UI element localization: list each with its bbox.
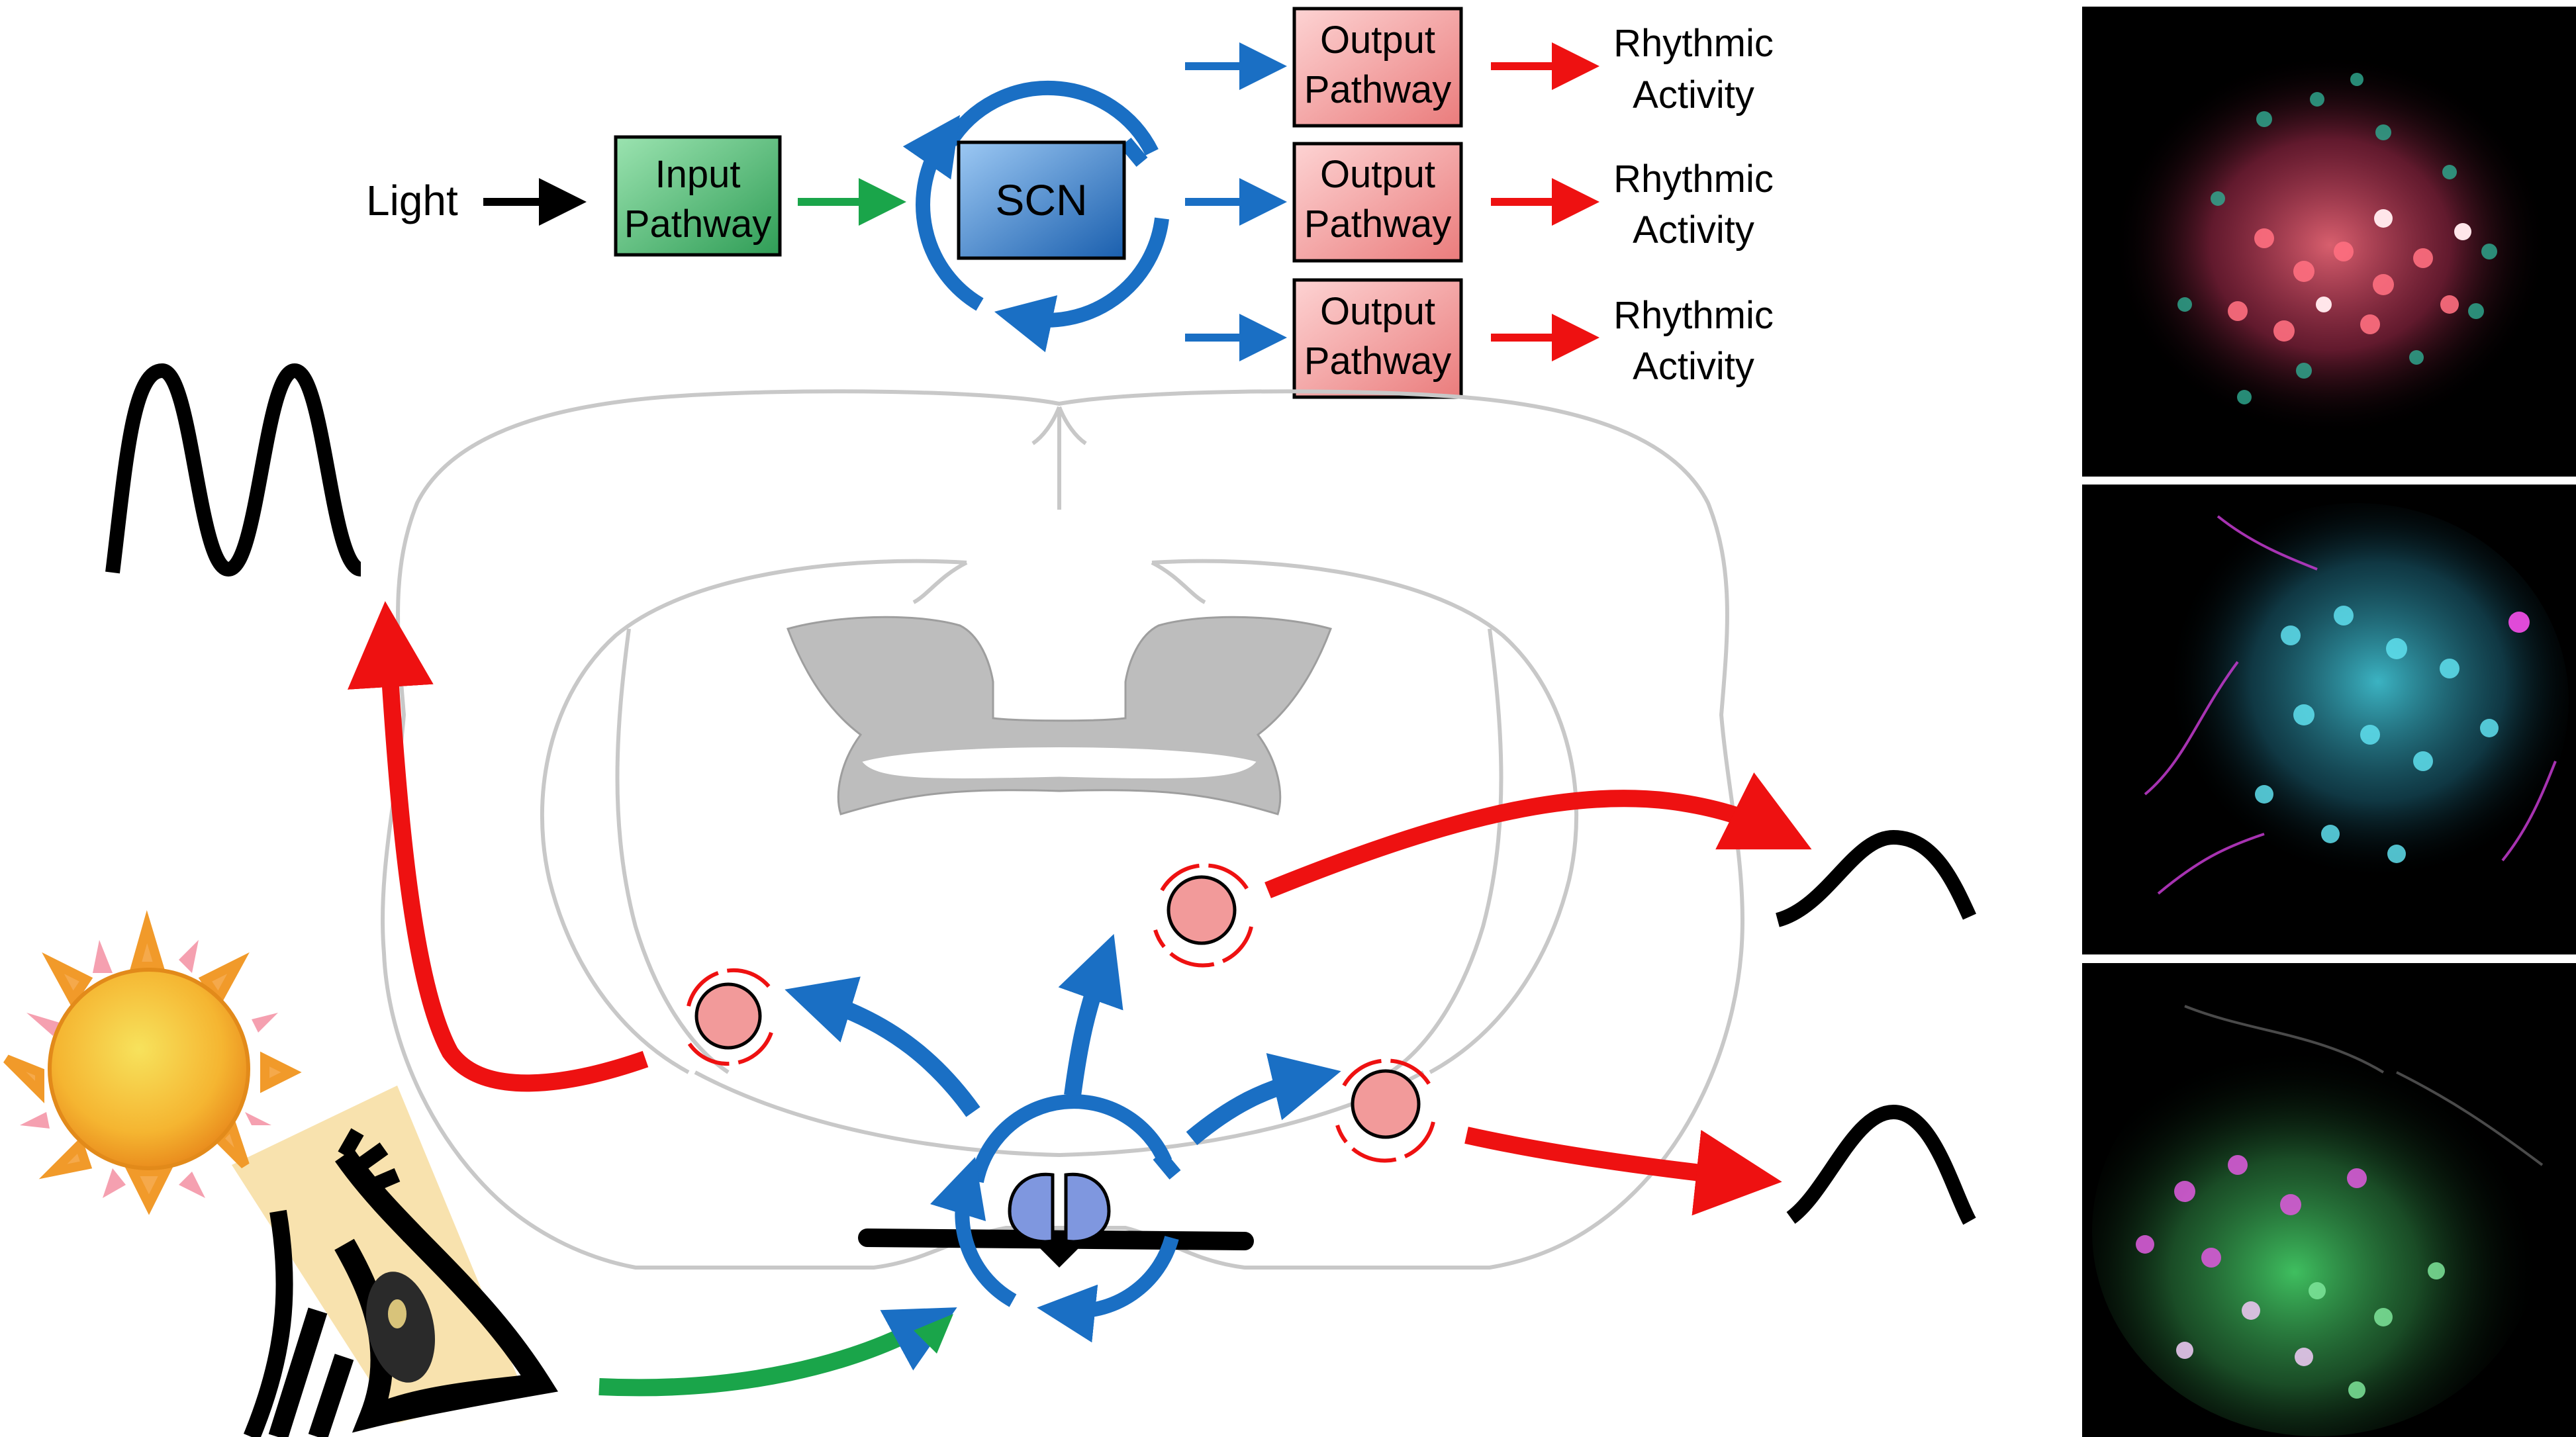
result-1-line2: Activity [1633,73,1754,116]
slow-rhythm-waveform-lower [1786,1104,1976,1225]
input-pathway-box: Input Pathway [614,135,782,257]
output-3-line1: Output [1320,290,1435,333]
chiasm-notch [1033,1241,1086,1268]
brain-coronal-outline [380,389,1745,1270]
input-line2: Pathway [624,203,771,246]
micrograph-panel-1 [2082,7,2576,477]
retinal-input-arrow [598,1307,957,1397]
scn-label: SCN [995,175,1087,224]
output-2-line2: Pathway [1304,203,1451,246]
oscillator-node-left [687,968,773,1066]
lateral-ventricles [787,616,1332,815]
result-1-line1: Rhythmic [1613,22,1774,65]
slow-rhythm-waveform-upper [1775,829,1977,927]
flow-diagram: Light Input Pathway SCN Output Pathway R… [366,7,1774,399]
result-3-line1: Rhythmic [1613,294,1774,337]
light-label: Light [366,177,458,224]
fast-rhythm-waveform [105,363,363,577]
micrograph-panel-3 [2082,963,2576,1437]
scn-nucleus-right [1064,1172,1111,1244]
sun-icon [3,909,523,1423]
result-3-line2: Activity [1633,345,1754,388]
result-2-line2: Activity [1633,209,1754,252]
input-line1: Input [655,153,741,196]
central-scn-cycle [930,1094,1181,1343]
output-1-line2: Pathway [1304,68,1451,111]
scn-output-arrows [785,934,1341,1145]
scn-cycle: SCN [902,80,1169,353]
retinal-arrowhead [914,1314,953,1354]
eye-icon [243,1128,558,1437]
result-2-line1: Rhythmic [1613,158,1774,201]
output-row-1: Output Pathway Rhythmic Activity [1185,7,1774,128]
rhythmic-output-arrows [347,601,1812,1216]
output-2-line1: Output [1320,153,1435,196]
oscillator-node-right [1335,1058,1435,1163]
micrograph-panel-2 [2082,485,2576,954]
oscillator-node-upper [1153,863,1253,968]
optic-chiasm [858,1228,1254,1250]
scn-nucleus-left [1008,1172,1055,1244]
output-3-line2: Pathway [1304,340,1451,383]
output-row-2: Output Pathway Rhythmic Activity [1185,142,1774,263]
output-1-line1: Output [1320,19,1435,62]
output-row-3: Output Pathway Rhythmic Activity [1185,278,1774,399]
